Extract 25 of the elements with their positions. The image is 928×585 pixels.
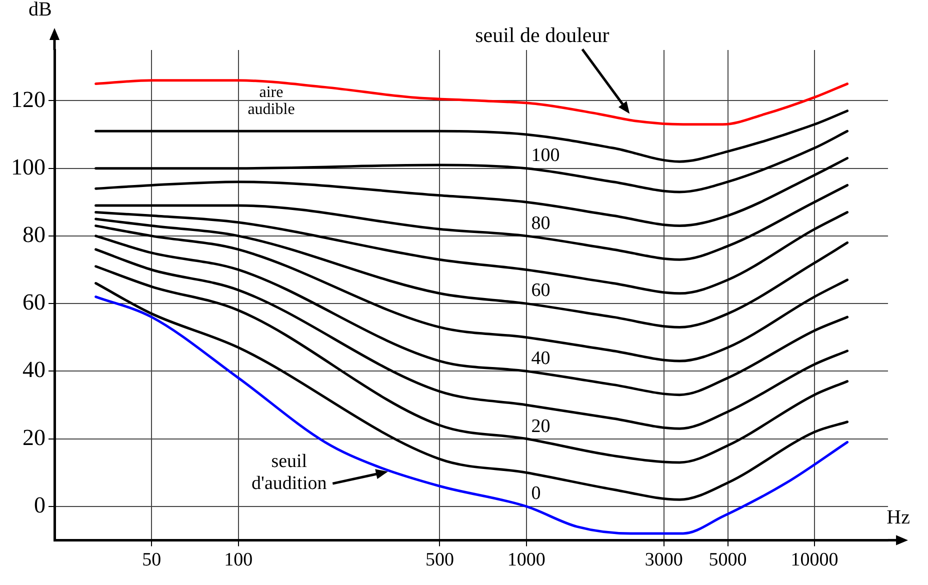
annotation: aire audible [248,84,295,118]
y-tick-label: 100 [11,154,46,180]
annotation: 40 [531,347,550,372]
y-tick-label: 0 [34,492,46,518]
y-tick-label: 40 [22,357,46,382]
x-tick-label: 5000 [708,550,747,571]
annotation: 60 [531,279,550,304]
annotation: seuil d'audition [252,450,327,495]
text: seuil de douleur [475,23,610,48]
x-tick-label: 3000 [644,550,683,571]
y-axis-title: dB [28,0,52,20]
y-tick-label: 120 [11,86,46,112]
x-tick-label: 500 [425,550,454,571]
annotation: 80 [531,212,550,236]
x-tick-label: 10000 [790,550,838,571]
x-axis-title: Hz [886,506,910,528]
annotation: 20 [531,414,550,439]
annotation: 0 [531,482,541,506]
x-tick-label: 50 [142,550,162,571]
y-tick-label: 60 [22,290,46,315]
annotation: 100 [531,144,560,168]
y-tick-label: 20 [22,424,46,450]
y-tick-label: 80 [22,222,46,247]
x-tick-label: 1000 [507,550,546,571]
x-tick-label: 100 [224,550,253,571]
